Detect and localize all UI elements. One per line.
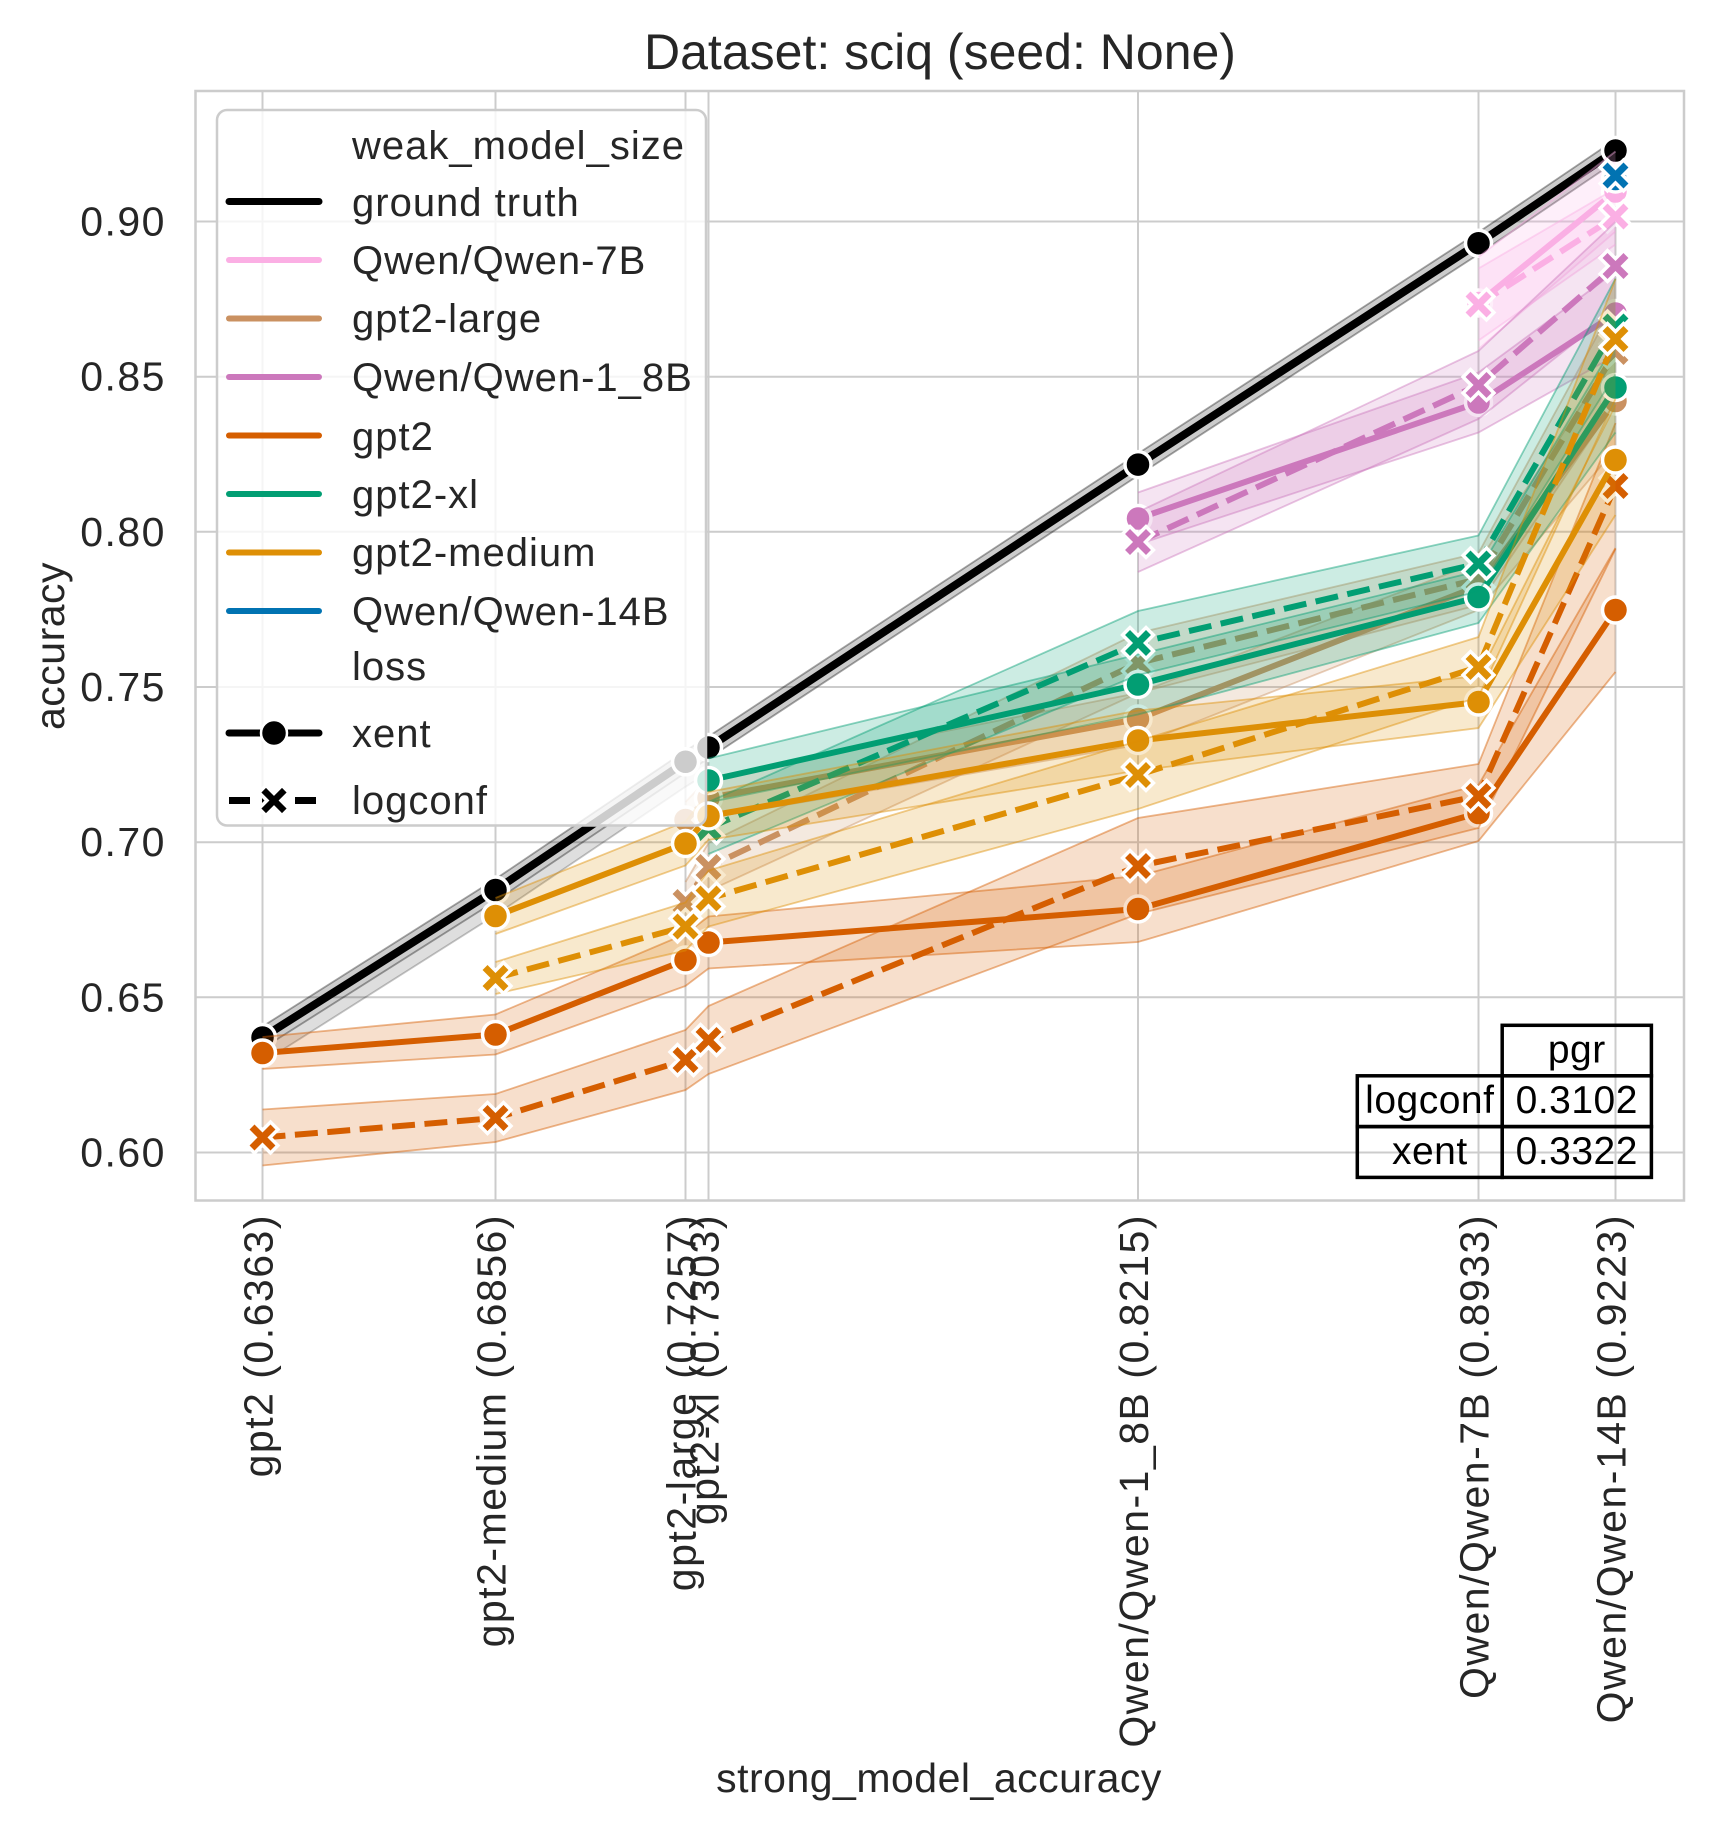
svg-text:gpt2-xl: gpt2-xl	[352, 473, 479, 517]
svg-text:Dataset: sciq (seed: None): Dataset: sciq (seed: None)	[644, 24, 1236, 80]
svg-text:logconf: logconf	[1365, 1079, 1494, 1122]
svg-text:gpt2-large: gpt2-large	[352, 297, 542, 341]
svg-text:0.80: 0.80	[80, 509, 166, 555]
svg-text:Qwen/Qwen-7B: Qwen/Qwen-7B	[352, 239, 646, 283]
svg-text:strong_model_accuracy: strong_model_accuracy	[716, 1755, 1162, 1801]
svg-text:0.70: 0.70	[80, 819, 166, 865]
svg-text:loss: loss	[352, 645, 427, 689]
svg-text:Qwen/Qwen-1_8B: Qwen/Qwen-1_8B	[352, 356, 693, 400]
svg-text:0.60: 0.60	[80, 1130, 166, 1176]
svg-text:0.3322: 0.3322	[1516, 1130, 1638, 1173]
svg-text:gpt2-medium: gpt2-medium	[352, 531, 596, 575]
svg-text:0.3102: 0.3102	[1516, 1079, 1638, 1122]
svg-text:gpt2 (0.6363): gpt2 (0.6363)	[236, 1214, 282, 1477]
svg-text:0.85: 0.85	[80, 354, 166, 400]
svg-text:accuracy: accuracy	[27, 562, 73, 730]
svg-text:gpt2: gpt2	[352, 415, 434, 459]
svg-text:0.65: 0.65	[80, 974, 166, 1020]
svg-text:0.75: 0.75	[80, 664, 166, 710]
svg-text:Qwen/Qwen-7B (0.8933): Qwen/Qwen-7B (0.8933)	[1452, 1214, 1498, 1699]
svg-text:Qwen/Qwen-14B (0.9223): Qwen/Qwen-14B (0.9223)	[1589, 1214, 1635, 1723]
svg-text:Qwen/Qwen-1_8B (0.8215): Qwen/Qwen-1_8B (0.8215)	[1111, 1214, 1157, 1748]
svg-text:xent: xent	[352, 712, 432, 756]
svg-text:logconf: logconf	[352, 779, 488, 823]
svg-text:ground truth: ground truth	[352, 181, 580, 225]
svg-text:Qwen/Qwen-14B: Qwen/Qwen-14B	[352, 590, 670, 634]
svg-text:gpt2-large (0.7257): gpt2-large (0.7257)	[659, 1214, 705, 1591]
svg-text:weak_model_size: weak_model_size	[351, 124, 685, 168]
svg-text:gpt2-medium (0.6856): gpt2-medium (0.6856)	[469, 1214, 515, 1647]
svg-text:pgr: pgr	[1548, 1029, 1606, 1072]
svg-text:gpt2-xl (0.7303): gpt2-xl (0.7303)	[682, 1214, 728, 1525]
svg-text:xent: xent	[1392, 1130, 1468, 1173]
svg-text:0.90: 0.90	[80, 199, 166, 245]
